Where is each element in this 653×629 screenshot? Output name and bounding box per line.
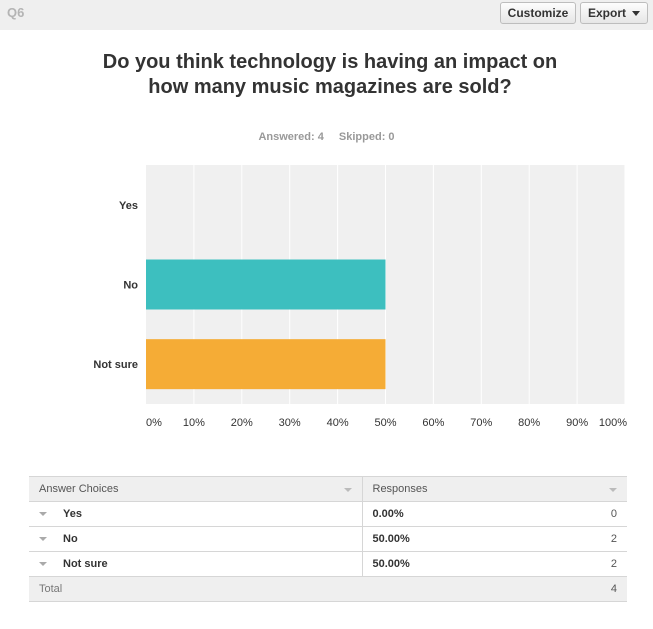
x-tick-label: 70% bbox=[470, 417, 492, 429]
table-total-row: Total 4 bbox=[29, 576, 627, 602]
table-row: No 50.00% 2 bbox=[29, 526, 627, 552]
bar bbox=[146, 259, 386, 310]
x-tick-label: 90% bbox=[566, 417, 588, 429]
customize-button-label: Customize bbox=[507, 6, 569, 20]
response-stats: Answered: 4 Skipped: 0 bbox=[0, 131, 653, 143]
answered-count: Answered: 4 bbox=[258, 131, 324, 143]
responses-header[interactable]: Responses bbox=[362, 476, 627, 502]
bar bbox=[146, 339, 386, 390]
answer-table: Answer Choices Responses Yes 0.00% 0 No 5… bbox=[29, 476, 627, 602]
category-label: No bbox=[123, 280, 138, 292]
answer-choices-header-label: Answer Choices bbox=[39, 483, 119, 495]
table-row: Yes 0.00% 0 bbox=[29, 501, 627, 527]
x-tick-label: 20% bbox=[231, 417, 253, 429]
response-percent: 50.00% bbox=[372, 533, 410, 545]
chevron-down-icon bbox=[632, 10, 640, 16]
export-button[interactable]: Export bbox=[580, 2, 648, 24]
x-tick-label: 80% bbox=[518, 417, 540, 429]
x-tick-label: 60% bbox=[422, 417, 444, 429]
row-expand-caret-icon[interactable] bbox=[39, 512, 47, 517]
answer-choice: Yes bbox=[63, 508, 82, 520]
sort-caret-icon[interactable] bbox=[609, 488, 617, 492]
category-label: Not sure bbox=[93, 359, 138, 371]
export-button-label: Export bbox=[587, 6, 626, 20]
total-count: 4 bbox=[610, 583, 617, 595]
x-tick-label: 40% bbox=[327, 417, 349, 429]
response-count: 0 bbox=[610, 508, 617, 520]
x-tick-label: 30% bbox=[279, 417, 301, 429]
response-percent: 0.00% bbox=[372, 508, 404, 520]
row-expand-caret-icon[interactable] bbox=[39, 537, 47, 542]
answer-choice: No bbox=[63, 533, 78, 545]
x-tick-label: 0% bbox=[146, 417, 162, 429]
question-title: Do you think technology is having an imp… bbox=[102, 51, 558, 98]
row-expand-caret-icon[interactable] bbox=[39, 562, 47, 567]
category-label: Yes bbox=[119, 200, 138, 212]
question-header-bar: Q6 Customize Export bbox=[0, 0, 653, 30]
skipped-count: Skipped: 0 bbox=[338, 131, 395, 143]
answer-choice: Not sure bbox=[63, 558, 108, 570]
table-row: Not sure 50.00% 2 bbox=[29, 551, 627, 577]
answer-choices-header[interactable]: Answer Choices bbox=[29, 476, 363, 502]
response-count: 2 bbox=[610, 558, 617, 570]
responses-header-label: Responses bbox=[372, 483, 428, 495]
question-number: Q6 bbox=[7, 5, 25, 20]
response-count: 2 bbox=[610, 533, 617, 545]
x-tick-label: 100% bbox=[599, 417, 627, 429]
x-tick-label: 10% bbox=[183, 417, 205, 429]
response-percent: 50.00% bbox=[372, 558, 410, 570]
bar-chart: 0% 10% 20% 30% 40% 50% 60% 70% 80% 90% 100% Yes No No… bbox=[93, 165, 627, 429]
customize-button[interactable]: Customize bbox=[500, 2, 576, 24]
total-label: Total bbox=[39, 583, 63, 595]
sort-caret-icon[interactable] bbox=[343, 488, 352, 492]
x-tick-label: 50% bbox=[374, 417, 396, 429]
